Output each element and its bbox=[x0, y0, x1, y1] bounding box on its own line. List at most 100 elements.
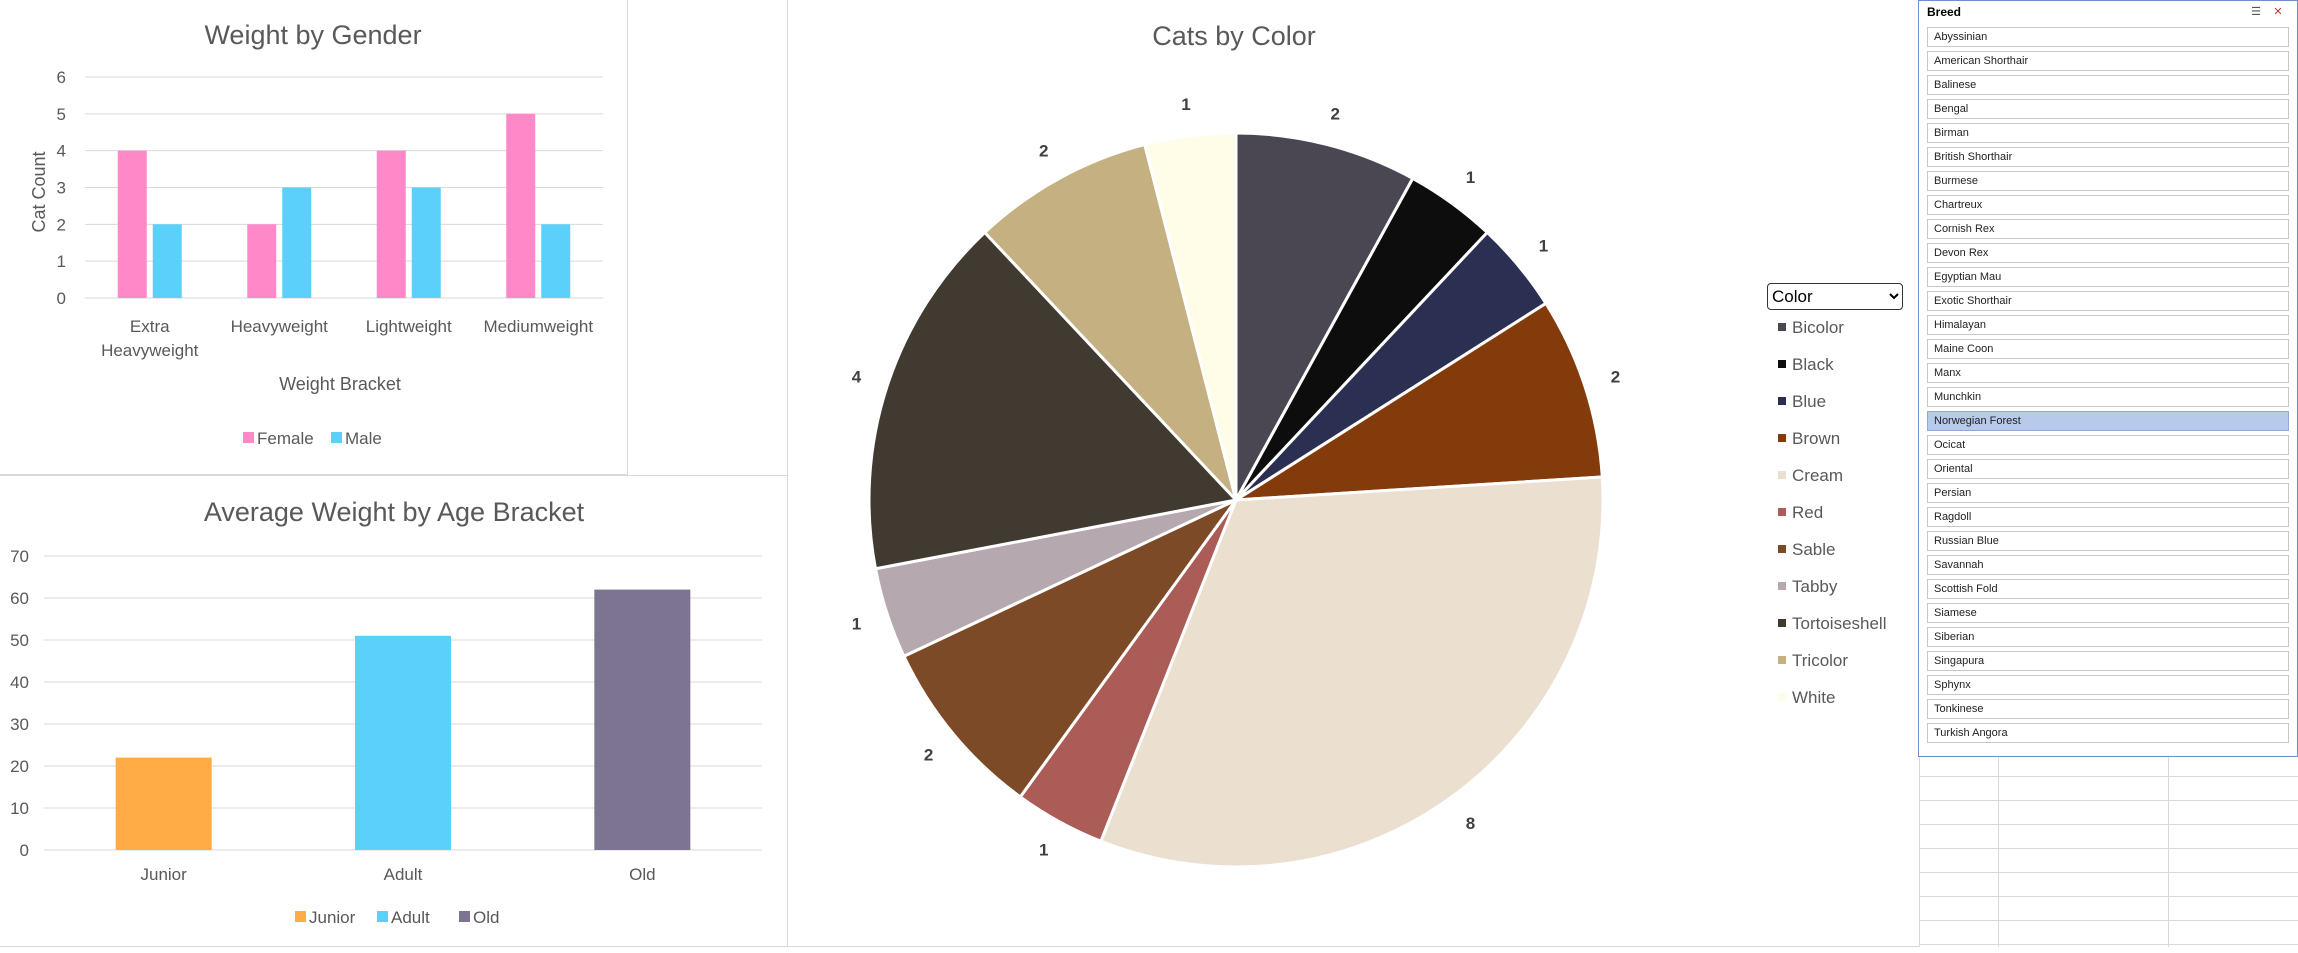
slicer-item[interactable]: Ocicat bbox=[1927, 435, 2289, 455]
slicer-item[interactable]: British Shorthair bbox=[1927, 147, 2289, 167]
slicer-item[interactable]: Chartreux bbox=[1927, 195, 2289, 215]
bar-male[interactable] bbox=[541, 224, 571, 298]
y-tick-label: 4 bbox=[57, 142, 66, 161]
slicer-item[interactable]: Devon Rex bbox=[1927, 243, 2289, 263]
slicer-item[interactable]: Abyssinian bbox=[1927, 27, 2289, 47]
x-axis-label: Weight Bracket bbox=[279, 374, 401, 394]
slicer-item[interactable]: Siberian bbox=[1927, 627, 2289, 647]
legend-swatch bbox=[1778, 323, 1786, 331]
breed-slicer[interactable]: Breed ☰ ✕ Abyssinian American Shorthair Ba… bbox=[1918, 0, 2298, 757]
slicer-item[interactable]: Burmese bbox=[1927, 171, 2289, 191]
bar-old[interactable] bbox=[594, 589, 691, 850]
x-tick-label: Lightweight bbox=[366, 317, 452, 336]
bar-female[interactable] bbox=[506, 113, 536, 298]
y-tick-label: 30 bbox=[10, 715, 29, 734]
bar-male[interactable] bbox=[152, 224, 182, 298]
data-label: 4 bbox=[852, 368, 862, 387]
legend-swatch bbox=[1778, 545, 1786, 553]
slicer-header: Breed ☰ ✕ bbox=[1919, 1, 2297, 25]
slicer-item[interactable]: Russian Blue bbox=[1927, 531, 2289, 551]
pie-slice-cream[interactable] bbox=[1098, 475, 1605, 869]
grid-row-line bbox=[1918, 824, 2298, 825]
slicer-item[interactable]: Singapura bbox=[1927, 651, 2289, 671]
slicer-item[interactable]: Turkish Angora bbox=[1927, 723, 2289, 743]
slicer-item[interactable]: Oriental bbox=[1927, 459, 2289, 479]
legend-label: Male bbox=[345, 429, 382, 448]
bar-male[interactable] bbox=[282, 187, 312, 299]
grid-row-line bbox=[1918, 944, 2298, 945]
legend-swatch bbox=[1778, 397, 1786, 405]
legend-swatch bbox=[1778, 656, 1786, 664]
y-tick-label: 6 bbox=[57, 68, 66, 87]
y-tick-label: 50 bbox=[10, 631, 29, 650]
slicer-item[interactable]: Munchkin bbox=[1927, 387, 2289, 407]
x-tick-label: Adult bbox=[384, 865, 423, 884]
slicer-item[interactable]: Balinese bbox=[1927, 75, 2289, 95]
slicer-item[interactable]: Himalayan bbox=[1927, 315, 2289, 335]
slicer-item[interactable]: American Shorthair bbox=[1927, 51, 2289, 71]
grid-row-line bbox=[1918, 800, 2298, 801]
pie-slice-bicolor[interactable] bbox=[1234, 131, 1415, 501]
grid-row-line bbox=[1918, 896, 2298, 897]
legend-swatch bbox=[331, 432, 342, 443]
cats-by-color-chart[interactable]: Cats by Color 2 1 1 2 8 1 2 1 4 2 1 Bicolor Black Bl… bbox=[787, 0, 1920, 947]
pie-slice-white[interactable] bbox=[1142, 131, 1238, 501]
legend-swatch bbox=[1778, 471, 1786, 479]
average-weight-by-age-chart[interactable]: Average Weight by Age Bracket 0 10 20 30 40 5… bbox=[0, 475, 790, 947]
y-axis-label: Cat Count bbox=[29, 151, 49, 232]
grid-row-line bbox=[1918, 872, 2298, 873]
slicer-item[interactable]: Bengal bbox=[1927, 99, 2289, 119]
bar-adult[interactable] bbox=[355, 635, 451, 850]
x-tick-label: Old bbox=[629, 865, 655, 884]
slicer-item[interactable]: Norwegian Forest bbox=[1927, 411, 2289, 431]
bar-male[interactable] bbox=[411, 187, 441, 299]
pie-slice-sable[interactable] bbox=[901, 498, 1238, 800]
data-label: 2 bbox=[1039, 141, 1048, 160]
slicer-item[interactable]: Savannah bbox=[1927, 555, 2289, 575]
slicer-item[interactable]: Cornish Rex bbox=[1927, 219, 2289, 239]
pie-slice-tricolor[interactable] bbox=[982, 142, 1238, 502]
slicer-item[interactable]: Tonkinese bbox=[1927, 699, 2289, 719]
y-tick-label: 0 bbox=[20, 841, 29, 860]
legend-label: Cream bbox=[1792, 466, 1843, 485]
y-tick-label: 5 bbox=[57, 105, 66, 124]
y-tick-label: 20 bbox=[10, 757, 29, 776]
data-label: 1 bbox=[1181, 95, 1190, 114]
slicer-item[interactable]: Birman bbox=[1927, 123, 2289, 143]
legend-swatch bbox=[1778, 508, 1786, 516]
slicer-item[interactable]: Egyptian Mau bbox=[1927, 267, 2289, 287]
legend-swatch bbox=[1778, 582, 1786, 590]
slicer-item[interactable]: Maine Coon bbox=[1927, 339, 2289, 359]
slicer-item[interactable]: Exotic Shorthair bbox=[1927, 291, 2289, 311]
slicer-item[interactable]: Persian bbox=[1927, 483, 2289, 503]
legend-swatch bbox=[295, 911, 306, 922]
grid-column-line bbox=[2168, 752, 2169, 947]
clear-filter-icon[interactable]: ✕ bbox=[2273, 6, 2283, 18]
bar-female[interactable] bbox=[247, 224, 277, 298]
y-tick-label: 40 bbox=[10, 673, 29, 692]
legend-swatch bbox=[243, 432, 254, 443]
legend-swatch bbox=[1778, 619, 1786, 627]
bar-female[interactable] bbox=[376, 150, 406, 298]
data-label: 2 bbox=[1611, 368, 1620, 387]
slicer-item[interactable]: Siamese bbox=[1927, 603, 2289, 623]
legend-label: Sable bbox=[1792, 540, 1835, 559]
y-tick-label: 10 bbox=[10, 799, 29, 818]
legend-label: Female bbox=[257, 429, 314, 448]
pie-slice-brown[interactable] bbox=[1235, 301, 1604, 502]
weight-by-gender-chart[interactable]: Weight by Gender Cat Count Weight Bracke… bbox=[0, 0, 628, 475]
pie-slice-tortoiseshell[interactable] bbox=[867, 230, 1239, 571]
bar-female[interactable] bbox=[117, 150, 147, 298]
slicer-item[interactable]: Scottish Fold bbox=[1927, 579, 2289, 599]
data-label: 1 bbox=[852, 614, 861, 633]
legend-label: Adult bbox=[391, 908, 430, 927]
color-filter-select[interactable]: Color bbox=[1767, 283, 1903, 310]
slicer-item[interactable]: Ragdoll bbox=[1927, 507, 2289, 527]
x-tick-label: Extra bbox=[130, 317, 170, 336]
multi-select-icon[interactable]: ☰ bbox=[2251, 6, 2261, 18]
slicer-item[interactable]: Manx bbox=[1927, 363, 2289, 383]
bar-junior[interactable] bbox=[115, 757, 212, 850]
legend-label: White bbox=[1792, 688, 1835, 707]
slicer-item-list: Abyssinian American Shorthair Balinese Beng… bbox=[1927, 27, 2289, 747]
slicer-item[interactable]: Sphynx bbox=[1927, 675, 2289, 695]
